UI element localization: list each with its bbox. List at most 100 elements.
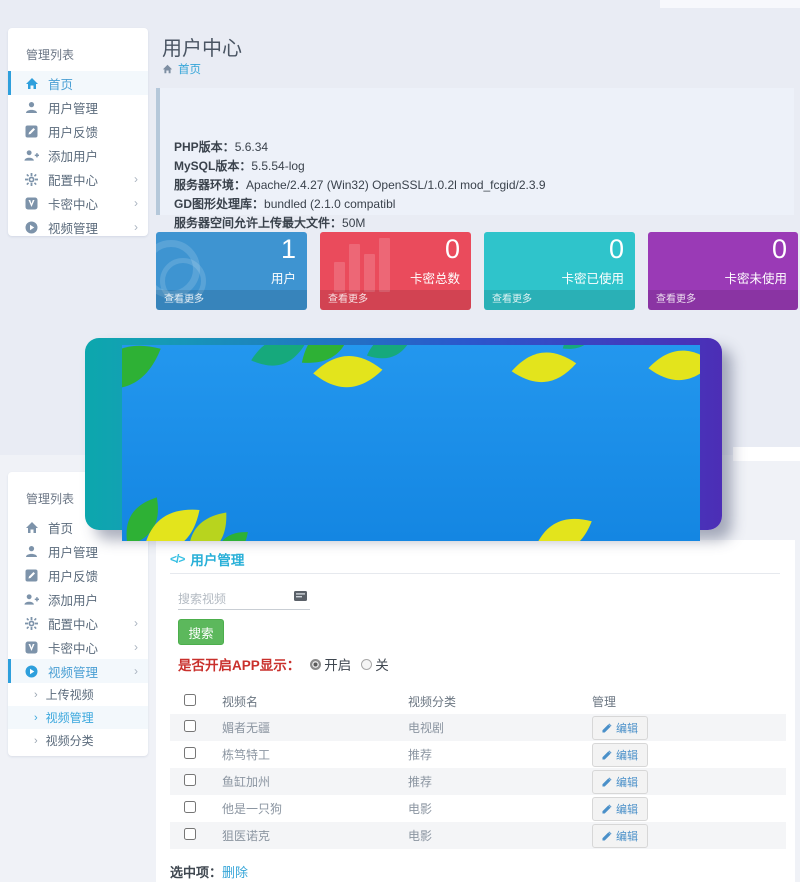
search-button[interactable]: 搜索: [178, 619, 224, 645]
breadcrumb-home[interactable]: 首页: [178, 64, 201, 76]
stat-card-0[interactable]: 1 用户 查看更多: [156, 232, 307, 310]
row-checkbox[interactable]: [184, 801, 196, 813]
gear-icon: [24, 616, 39, 630]
user-icon: [24, 100, 39, 114]
table-row: 媚者无疆 电视剧 编辑: [170, 714, 786, 741]
sidebar-item-0[interactable]: 首页: [8, 515, 148, 539]
video-name: 栋笃特工: [222, 748, 271, 762]
top-right-strip: [660, 0, 800, 8]
sidebar-item-2[interactable]: 用户反馈: [8, 563, 148, 587]
sidebar-item-label: 首页: [48, 77, 74, 92]
video-category: 电影: [408, 802, 433, 816]
video-name: 狙医诺克: [222, 829, 271, 843]
edit-button[interactable]: 编辑: [592, 823, 648, 848]
stat-card-2[interactable]: 0 卡密已使用 查看更多: [484, 232, 635, 310]
sidebar-header: 管理列表: [26, 48, 75, 62]
sidebar-item-6[interactable]: 视频管理 ›: [8, 215, 148, 239]
video-play-icon: [24, 664, 39, 678]
sidebar-item-4[interactable]: 配置中心 ›: [8, 167, 148, 191]
table-header-row: 视频名 视频分类 管理: [170, 688, 786, 714]
sidebar-item-3[interactable]: 添加用户: [8, 143, 148, 167]
row-checkbox[interactable]: [184, 774, 196, 786]
home-icon: [24, 520, 39, 534]
sidebar-item-1[interactable]: 用户管理: [8, 95, 148, 119]
bars-icon: [349, 244, 360, 292]
sidebar-item-3[interactable]: 添加用户: [8, 587, 148, 611]
select-all-checkbox[interactable]: [184, 693, 196, 706]
video-category: 推荐: [408, 748, 433, 762]
view-more-link[interactable]: 查看更多: [156, 290, 307, 310]
sidebar-subitem-label: 视频分类: [45, 734, 94, 748]
sidebar-item-2[interactable]: 用户反馈: [8, 119, 148, 143]
sidebar-item-label: 配置中心: [48, 617, 99, 632]
stat-value: 1: [280, 234, 296, 264]
pencil-edit-icon: [602, 830, 612, 841]
selected-label: 选中项：: [170, 865, 223, 880]
card-key-icon: [24, 196, 39, 210]
edit-button[interactable]: 编辑: [592, 715, 648, 740]
bars-icon: [379, 238, 390, 292]
edit-button[interactable]: 编辑: [592, 742, 648, 767]
edit-button[interactable]: 编辑: [592, 769, 648, 794]
stat-card-3[interactable]: 0 卡密未使用 查看更多: [648, 232, 798, 310]
server-info-line: GD图形处理库：bundled (2.1.0 compatibl: [174, 197, 396, 211]
radio-on[interactable]: [310, 658, 322, 670]
stat-label: 卡密已使用: [561, 272, 624, 286]
edit-button-label: 编辑: [616, 722, 638, 735]
radio-off[interactable]: [361, 658, 373, 670]
chevron-right-icon: ›: [34, 711, 38, 724]
row-checkbox[interactable]: [184, 828, 196, 840]
pencil-edit-icon: [602, 776, 612, 787]
user-icon: [24, 544, 39, 558]
table-row: 他是一只狗 电影 编辑: [170, 795, 786, 822]
sidebar-subitem-1[interactable]: › 视频管理: [8, 706, 148, 729]
view-more-link[interactable]: 查看更多: [648, 290, 798, 310]
server-info-panel: PHP版本：5.6.34 MySQL版本：5.5.54-log 服务器环境：Apac…: [156, 88, 794, 230]
delete-link[interactable]: 删除: [222, 865, 249, 880]
sidebar-subitem-label: 上传视频: [45, 688, 94, 702]
edit-button[interactable]: 编辑: [592, 796, 648, 821]
server-info-line: MySQL版本：5.5.54-log: [174, 159, 305, 173]
user-plus-icon: [24, 592, 39, 606]
bars-icon: [334, 262, 345, 292]
sidebar-item-6[interactable]: 视频管理 ›: [8, 659, 148, 683]
home-icon: [24, 76, 39, 90]
sidebar-item-1[interactable]: 用户管理: [8, 539, 148, 563]
video-name: 鱼缸加州: [222, 775, 271, 789]
search-input[interactable]: [178, 588, 310, 610]
sidebar-item-label: 用户反馈: [48, 569, 99, 584]
sidebar-item-label: 添加用户: [48, 593, 99, 608]
radio-on-label[interactable]: 开启: [324, 658, 352, 673]
app-display-label: 是否开启APP显示：: [178, 658, 301, 673]
sidebar-item-0[interactable]: 首页: [8, 71, 148, 95]
sidebar-subitem-0[interactable]: › 上传视频: [8, 683, 148, 706]
stat-card-1[interactable]: 0 卡密总数 查看更多: [320, 232, 471, 310]
home-icon: [162, 64, 173, 74]
sidebar-item-label: 用户管理: [48, 545, 99, 560]
video-name: 他是一只狗: [222, 802, 283, 816]
sidebar-item-5[interactable]: 卡密中心 ›: [8, 191, 148, 215]
sidebar-subitem-2[interactable]: › 视频分类: [8, 729, 148, 752]
view-more-link[interactable]: 查看更多: [484, 290, 635, 310]
sidebar-item-4[interactable]: 配置中心 ›: [8, 611, 148, 635]
sidebar-item-label: 视频管理: [48, 665, 99, 680]
server-info-line: PHP版本：5.6.34: [174, 140, 269, 154]
radio-off-label[interactable]: 关: [375, 658, 389, 673]
video-play-icon: [24, 220, 39, 234]
view-more-link[interactable]: 查看更多: [320, 290, 471, 310]
sidebar-item-label: 用户反馈: [48, 125, 99, 140]
breadcrumb[interactable]: 首页: [162, 61, 201, 77]
sidebar-item-label: 卡密中心: [48, 641, 99, 656]
edit-button-label: 编辑: [616, 749, 638, 762]
video-name: 媚者无疆: [222, 721, 271, 735]
row-checkbox[interactable]: [184, 747, 196, 759]
keyboard-icon: [294, 591, 307, 601]
user-plus-icon: [24, 148, 39, 162]
seam-strip: [733, 447, 800, 461]
sidebar-item-5[interactable]: 卡密中心 ›: [8, 635, 148, 659]
leaf-decoration: [122, 345, 700, 541]
row-checkbox[interactable]: [184, 720, 196, 732]
card-key-icon: [24, 640, 39, 654]
server-info-line: 服务器空间允许上传最大文件：50M: [174, 216, 366, 230]
video-category: 电影: [408, 829, 433, 843]
